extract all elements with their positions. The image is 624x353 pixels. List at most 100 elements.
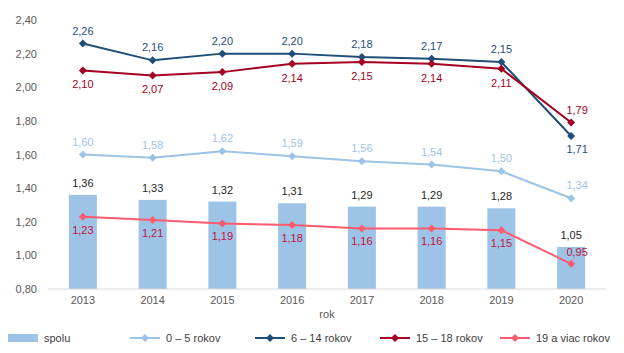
y-tick-label: 1,40 — [16, 182, 37, 194]
data-label: 2,15 — [351, 70, 372, 82]
y-tick — [45, 154, 48, 155]
data-label: 2,17 — [421, 40, 442, 52]
data-label: 1,60 — [72, 136, 93, 148]
marker — [79, 151, 87, 159]
data-label: 1,79 — [566, 104, 587, 116]
data-label: 2,14 — [281, 72, 302, 84]
x-tick-label: 2018 — [419, 294, 443, 306]
y-tick-label: 0,80 — [16, 283, 37, 295]
x-axis: 20132014201520162017201820192020 — [71, 294, 584, 306]
marker — [497, 226, 505, 234]
marker — [358, 58, 366, 66]
data-label: 1,34 — [566, 179, 587, 191]
data-label: 1,59 — [281, 137, 302, 149]
data-label: 1,29 — [421, 189, 442, 201]
data-label: 1,15 — [491, 237, 512, 249]
plot-area — [69, 40, 585, 289]
data-label: 1,56 — [351, 142, 372, 154]
x-axis-label: rok — [319, 308, 335, 320]
marker — [358, 157, 366, 165]
y-tick — [45, 120, 48, 121]
y-tick — [45, 87, 48, 88]
data-label: 0,95 — [566, 246, 587, 258]
x-tick-label: 2016 — [280, 294, 304, 306]
x-tick-label: 2015 — [210, 294, 234, 306]
data-label: 1,36 — [72, 177, 93, 189]
y-tick — [45, 289, 48, 290]
data-label: 1,23 — [72, 224, 93, 236]
marker — [497, 65, 505, 73]
x-axis-line — [48, 289, 606, 290]
marker — [149, 71, 157, 79]
data-label: 1,62 — [212, 132, 233, 144]
marker — [428, 60, 436, 68]
legend-label: 0 – 5 rokov — [166, 332, 221, 344]
marker — [428, 161, 436, 169]
marker — [79, 66, 87, 74]
data-label: 1,16 — [351, 235, 372, 247]
data-label: 1,50 — [491, 152, 512, 164]
y-tick — [45, 188, 48, 189]
y-tick — [45, 53, 48, 54]
marker — [149, 56, 157, 64]
x-tick-label: 2013 — [71, 294, 95, 306]
y-tick — [45, 221, 48, 222]
data-label: 1,29 — [351, 189, 372, 201]
y-tick-label: 1,60 — [16, 149, 37, 161]
data-label: 2,26 — [72, 25, 93, 37]
marker — [79, 213, 87, 221]
data-label: 1,71 — [566, 143, 587, 155]
data-label: 2,20 — [212, 35, 233, 47]
marker — [79, 40, 87, 48]
data-label: 2,11 — [491, 77, 512, 89]
y-tick-label: 1,20 — [16, 216, 37, 228]
marker — [149, 154, 157, 162]
data-label: 2,10 — [72, 78, 93, 90]
marker — [358, 224, 366, 232]
bar — [348, 207, 376, 289]
y-tick — [45, 255, 48, 256]
y-tick-label: 2,20 — [16, 48, 37, 60]
bar — [487, 208, 515, 289]
legend-label: 19 a viac rokov — [536, 332, 610, 344]
legend-marker — [266, 334, 274, 342]
bar — [418, 207, 446, 289]
y-tick-label: 2,00 — [16, 81, 37, 93]
line — [83, 62, 571, 123]
marker — [497, 167, 505, 175]
x-tick-label: 2017 — [350, 294, 374, 306]
x-tick-label: 2019 — [489, 294, 513, 306]
marker — [149, 216, 157, 224]
y-tick-label: 2,40 — [16, 14, 37, 26]
data-labels: 1,361,331,321,311,291,291,281,051,601,58… — [72, 25, 588, 258]
data-label: 1,21 — [142, 227, 163, 239]
legend-label: 6 – 14 rokov — [291, 332, 352, 344]
bar — [208, 202, 236, 289]
data-label: 2,20 — [281, 35, 302, 47]
data-label: 2,09 — [212, 80, 233, 92]
data-label: 2,07 — [142, 83, 163, 95]
marker — [218, 219, 226, 227]
marker — [218, 147, 226, 155]
legend: spolu0 – 5 rokov6 – 14 rokov15 – 18 roko… — [8, 332, 610, 344]
data-label: 1,05 — [560, 229, 581, 241]
legend-swatch — [8, 334, 38, 342]
legend-marker — [511, 334, 519, 342]
legend-label: 15 – 18 rokov — [416, 332, 483, 344]
marker — [218, 68, 226, 76]
bar — [139, 200, 167, 289]
y-axis: 0,801,001,201,401,601,802,002,202,40 — [16, 14, 48, 295]
data-label: 1,31 — [281, 185, 302, 197]
data-label: 1,32 — [212, 184, 233, 196]
data-label: 2,14 — [421, 72, 442, 84]
data-label: 2,16 — [142, 41, 163, 53]
marker — [288, 221, 296, 229]
marker — [428, 224, 436, 232]
data-label: 1,58 — [142, 139, 163, 151]
bar — [278, 203, 306, 289]
bar — [69, 195, 97, 289]
data-label: 2,18 — [351, 38, 372, 50]
data-label: 1,18 — [281, 232, 302, 244]
marker — [567, 194, 575, 202]
data-label: 1,19 — [212, 230, 233, 242]
